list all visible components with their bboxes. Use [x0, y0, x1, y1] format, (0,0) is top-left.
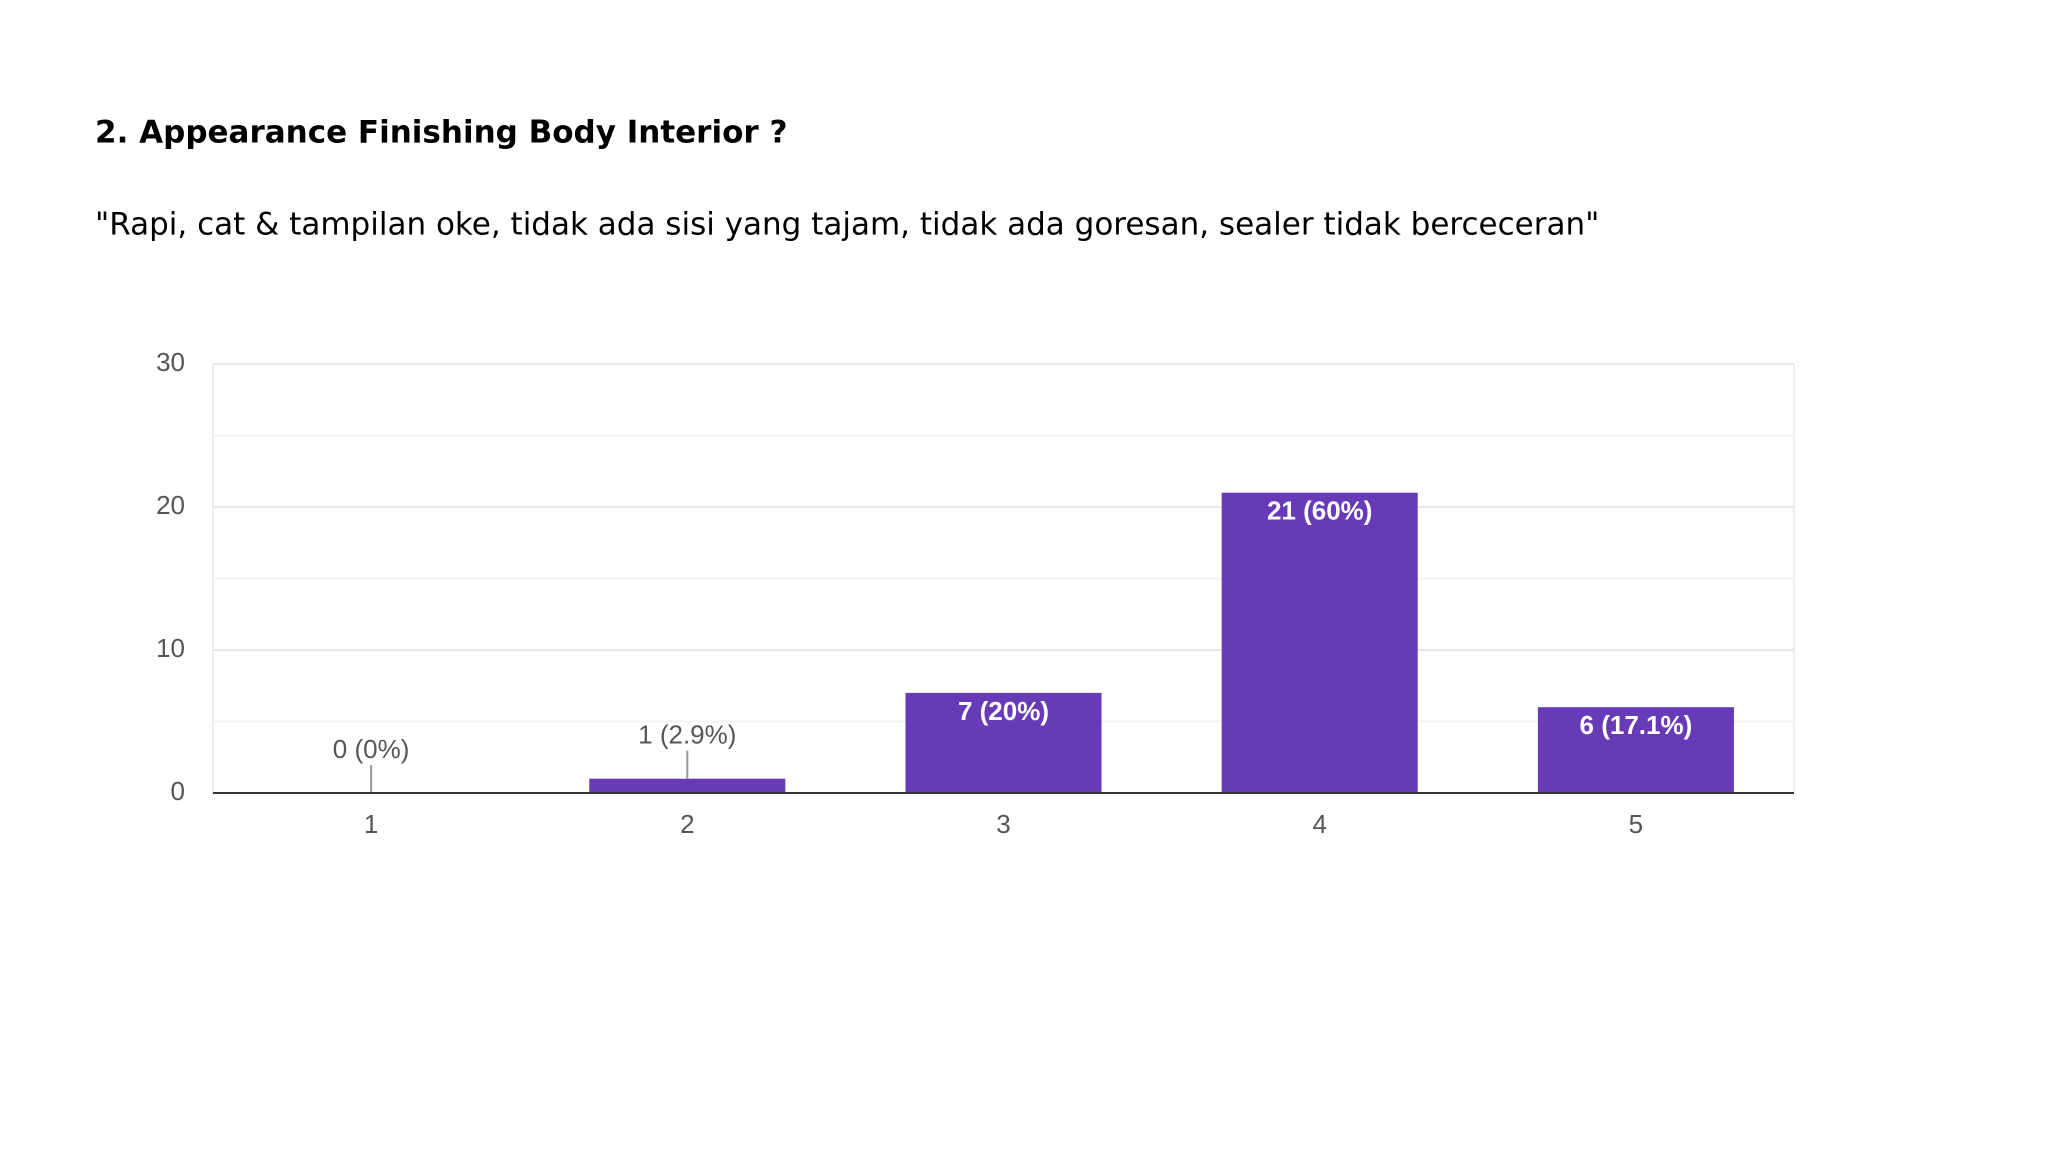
chart-subtitle: "Rapi, cat & tampilan oke, tidak ada sis…	[95, 207, 1599, 243]
value-label: 6 (17.1%)	[1580, 710, 1693, 740]
x-tick-label: 4	[1312, 809, 1326, 839]
value-label: 7 (20%)	[958, 696, 1049, 726]
y-tick-label: 30	[156, 347, 185, 377]
x-tick-label: 1	[364, 809, 378, 839]
x-tick-label: 3	[996, 809, 1010, 839]
value-label: 0 (0%)	[333, 734, 410, 764]
bar	[905, 692, 1102, 793]
value-label: 21 (60%)	[1267, 496, 1373, 526]
x-tick-label: 5	[1629, 809, 1643, 839]
bar	[589, 778, 786, 793]
bar	[1537, 707, 1734, 793]
chart-title: 2. Appearance Finishing Body Interior ?	[95, 115, 787, 151]
bar	[1221, 492, 1418, 793]
y-tick-label: 10	[156, 633, 185, 663]
value-label: 1 (2.9%)	[638, 720, 736, 750]
y-tick-label: 0	[171, 776, 185, 806]
y-tick-label: 20	[156, 490, 185, 520]
x-tick-label: 2	[680, 809, 694, 839]
